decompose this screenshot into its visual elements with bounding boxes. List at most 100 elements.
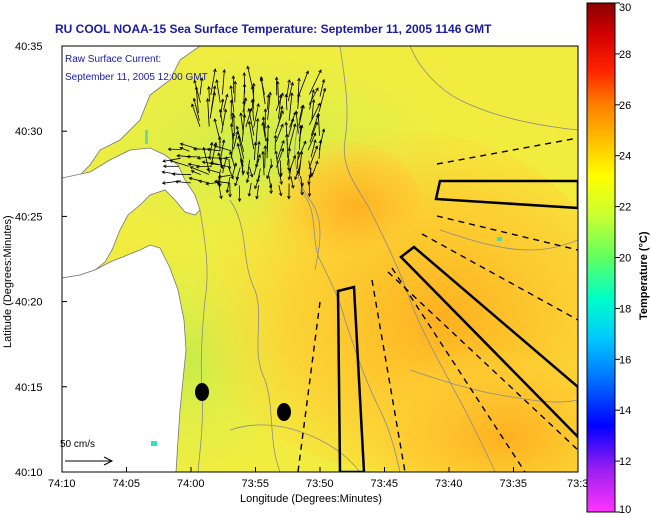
current-vector-head [314, 121, 318, 126]
current-vector [267, 92, 271, 120]
cold-patch-2 [497, 237, 502, 241]
current-vector-head [263, 145, 267, 149]
current-vector [189, 177, 201, 182]
current-vector-head [261, 122, 265, 126]
current-vector-head [169, 159, 174, 163]
x-tick-label: 74:00 [177, 478, 205, 490]
current-vector [294, 168, 300, 180]
current-vector [220, 139, 225, 159]
current-vector-head [227, 166, 232, 171]
current-vector-head [284, 93, 289, 98]
bathymetry-contour-1 [299, 189, 401, 472]
current-vector-head [219, 195, 223, 200]
current-vector-head [235, 130, 239, 135]
map-plot-area [62, 46, 578, 472]
current-vector [206, 168, 220, 174]
current-vector [241, 114, 245, 142]
current-vector [297, 160, 302, 175]
current-vector [216, 79, 221, 103]
current-vector-head [274, 76, 279, 81]
current-vector-head [191, 103, 195, 108]
current-vector [245, 108, 252, 128]
current-vector-head [259, 75, 264, 80]
current-vector-head [199, 77, 204, 81]
current-vector-head [235, 125, 240, 130]
current-vector [299, 125, 301, 150]
current-vector-head [280, 110, 284, 114]
current-vector-field [161, 65, 327, 203]
current-vector-head [316, 112, 321, 117]
current-vector-head [213, 179, 218, 184]
warm-water-region-2 [340, 350, 578, 472]
current-vector-head [162, 164, 167, 169]
current-vector-head [230, 175, 234, 180]
current-vector [295, 111, 299, 134]
y-tick-label: 40:10 [15, 467, 43, 479]
current-vector [255, 118, 259, 145]
current-vector-head [231, 112, 235, 116]
current-vector-head [268, 91, 272, 96]
current-vector [255, 158, 260, 168]
current-vector-head [207, 85, 211, 90]
sampling-box-east [434, 179, 578, 210]
current-vector-head [229, 122, 234, 127]
current-vector-head [192, 147, 197, 151]
current-vector-head [198, 179, 203, 184]
bathymetry-contour-4 [439, 229, 578, 251]
current-vector [270, 158, 272, 168]
x-tick-label: 73:50 [306, 478, 334, 490]
current-vector [220, 159, 223, 169]
current-vector-head [206, 147, 211, 152]
current-vector-head [263, 108, 268, 112]
current-vector [194, 80, 201, 103]
current-vector [231, 163, 237, 178]
current-vector-head [303, 140, 307, 145]
y-tick-label: 40:20 [15, 297, 43, 309]
current-vector-head [193, 79, 197, 84]
current-vector-head [212, 91, 216, 96]
colorbar-tick-label: 18 [619, 303, 631, 315]
current-vector-head [222, 68, 226, 73]
current-vector [246, 174, 250, 183]
current-vector [309, 89, 314, 110]
current-vector-head [307, 181, 311, 186]
current-vector-head [213, 118, 217, 122]
current-vector-head [314, 145, 318, 150]
current-vector-head [296, 150, 301, 155]
x-tick-label: 73:45 [371, 478, 399, 490]
current-vector-head [313, 139, 317, 143]
current-vector-head [266, 175, 270, 180]
colorbar-ticks: 30 28 26 24 22 20 18 16 14 12 10 [615, 2, 631, 516]
current-vector [214, 145, 232, 152]
current-vector-head [246, 65, 250, 70]
current-vector-head [275, 80, 280, 85]
current-vector-head [292, 154, 297, 159]
current-vector [199, 77, 203, 96]
current-vector-head [255, 117, 260, 122]
current-vector-head [245, 179, 250, 184]
current-vector-head [186, 154, 190, 159]
current-vector-head [278, 94, 283, 98]
current-vector-head [311, 89, 315, 94]
current-vector-head [242, 71, 247, 76]
current-vector [195, 86, 199, 114]
colorbar-tick-label: 28 [619, 49, 631, 61]
current-vector [222, 156, 227, 174]
y-axis-label: Latitude (Degrees:Minutes) [2, 215, 14, 348]
current-vector-head [205, 97, 210, 102]
current-vector-head [287, 79, 291, 83]
current-vector [236, 167, 241, 180]
current-vector [162, 180, 181, 184]
current-vector-head [236, 142, 241, 147]
current-vector-head [287, 176, 292, 181]
sampling-box-diagonal [399, 245, 578, 439]
current-vector [256, 141, 260, 167]
current-vector-head [233, 162, 238, 167]
current-vector [288, 167, 292, 180]
current-vector-head [315, 87, 319, 91]
current-vector-head [280, 92, 284, 97]
bathymetry-contour-3 [409, 46, 578, 131]
current-vector-head [162, 159, 166, 163]
x-tick-label: 74:10 [48, 478, 76, 490]
current-vector-head [206, 168, 210, 172]
